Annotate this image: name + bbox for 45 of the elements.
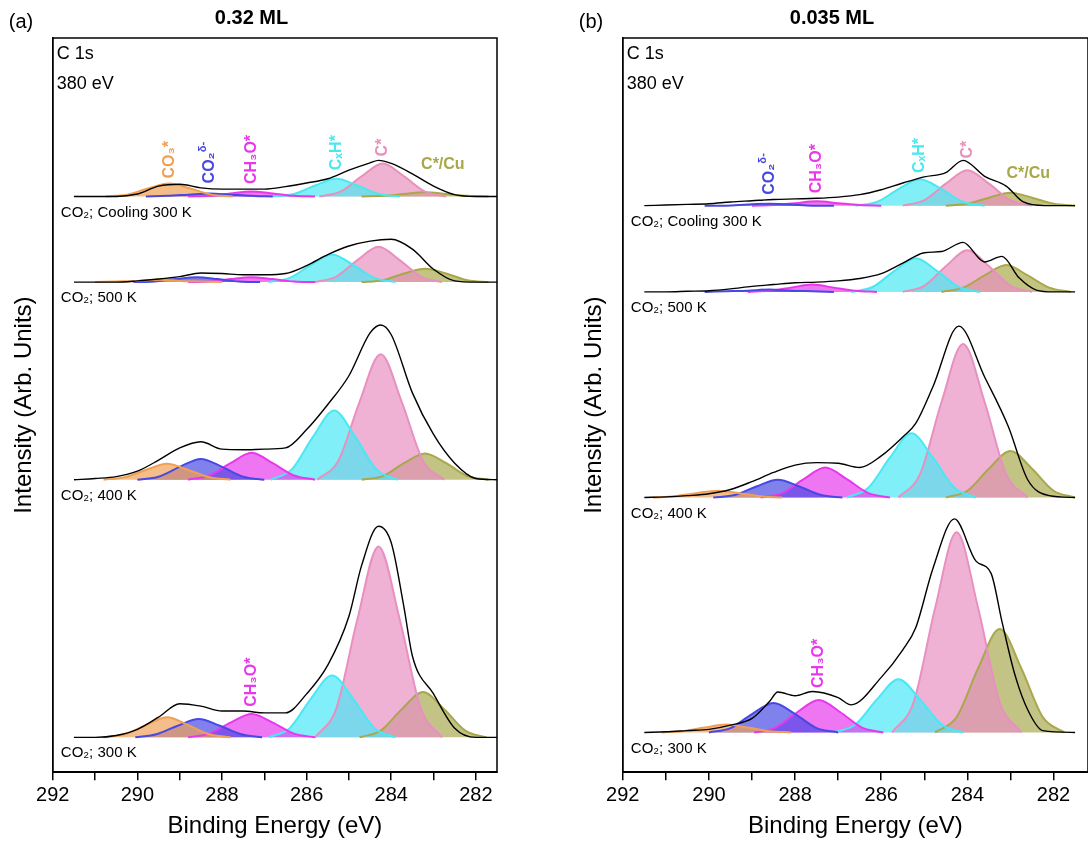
x-axis-title: Binding Energy (eV) <box>167 811 383 839</box>
annotation: CO₂; Cooling 300 K <box>630 211 762 229</box>
x-tick-label: 292 <box>606 782 640 805</box>
text: CO₂δ- <box>755 152 777 195</box>
chart-title: 0.035 ML <box>789 5 875 28</box>
x-tick-label: 292 <box>36 782 70 805</box>
text: C* <box>373 137 391 157</box>
x-tick-label: 286 <box>864 782 898 805</box>
text: CO₂δ- <box>196 141 217 184</box>
text: CH₃O* <box>242 134 260 185</box>
annotation: CO₂; 500 K <box>630 298 707 316</box>
text: 380 eV <box>56 72 114 93</box>
chart-title: 0.32 ML <box>214 5 289 28</box>
x-tick-label: 286 <box>289 782 324 805</box>
text: (b) <box>578 9 604 32</box>
annotation: CO₂; 300 K <box>630 738 707 756</box>
text: C 1s <box>626 42 664 63</box>
text: C 1s <box>56 42 94 63</box>
series-label: C*/Cu <box>421 155 465 173</box>
x-tick-label: 284 <box>374 782 408 805</box>
text: (a) <box>8 9 34 32</box>
text: 380 eV <box>626 72 684 93</box>
text: CₓH* <box>910 137 928 174</box>
annotation: CO₂; 400 K <box>630 503 707 521</box>
x-tick-label: 282 <box>1036 782 1071 805</box>
y-axis-title: Intensity (Arb. Units) <box>9 296 37 514</box>
annotation: CO₂; 300 K <box>60 743 137 761</box>
x-tick-label: 282 <box>459 782 493 805</box>
x-axis-title: Binding Energy (eV) <box>748 811 963 839</box>
text: CH₃O* <box>242 656 260 707</box>
x-tick-label: 284 <box>950 782 985 805</box>
series-label: C*/Cu <box>1006 164 1051 182</box>
text: CH₃O* <box>807 143 825 194</box>
x-tick-label: 288 <box>205 782 239 805</box>
y-axis-title: Intensity (Arb. Units) <box>579 296 607 514</box>
text: CO₃* <box>159 140 177 179</box>
text: CH₃O* <box>809 638 827 688</box>
annotation: CO₂; 400 K <box>60 485 137 503</box>
text: C* <box>957 139 975 159</box>
annotation: CO₂; Cooling 300 K <box>60 202 192 220</box>
x-tick-label: 290 <box>120 782 155 805</box>
text: CₓH* <box>326 134 344 171</box>
annotation: CO₂; 500 K <box>60 288 137 306</box>
x-tick-label: 290 <box>692 782 726 805</box>
x-tick-label: 288 <box>778 782 812 805</box>
